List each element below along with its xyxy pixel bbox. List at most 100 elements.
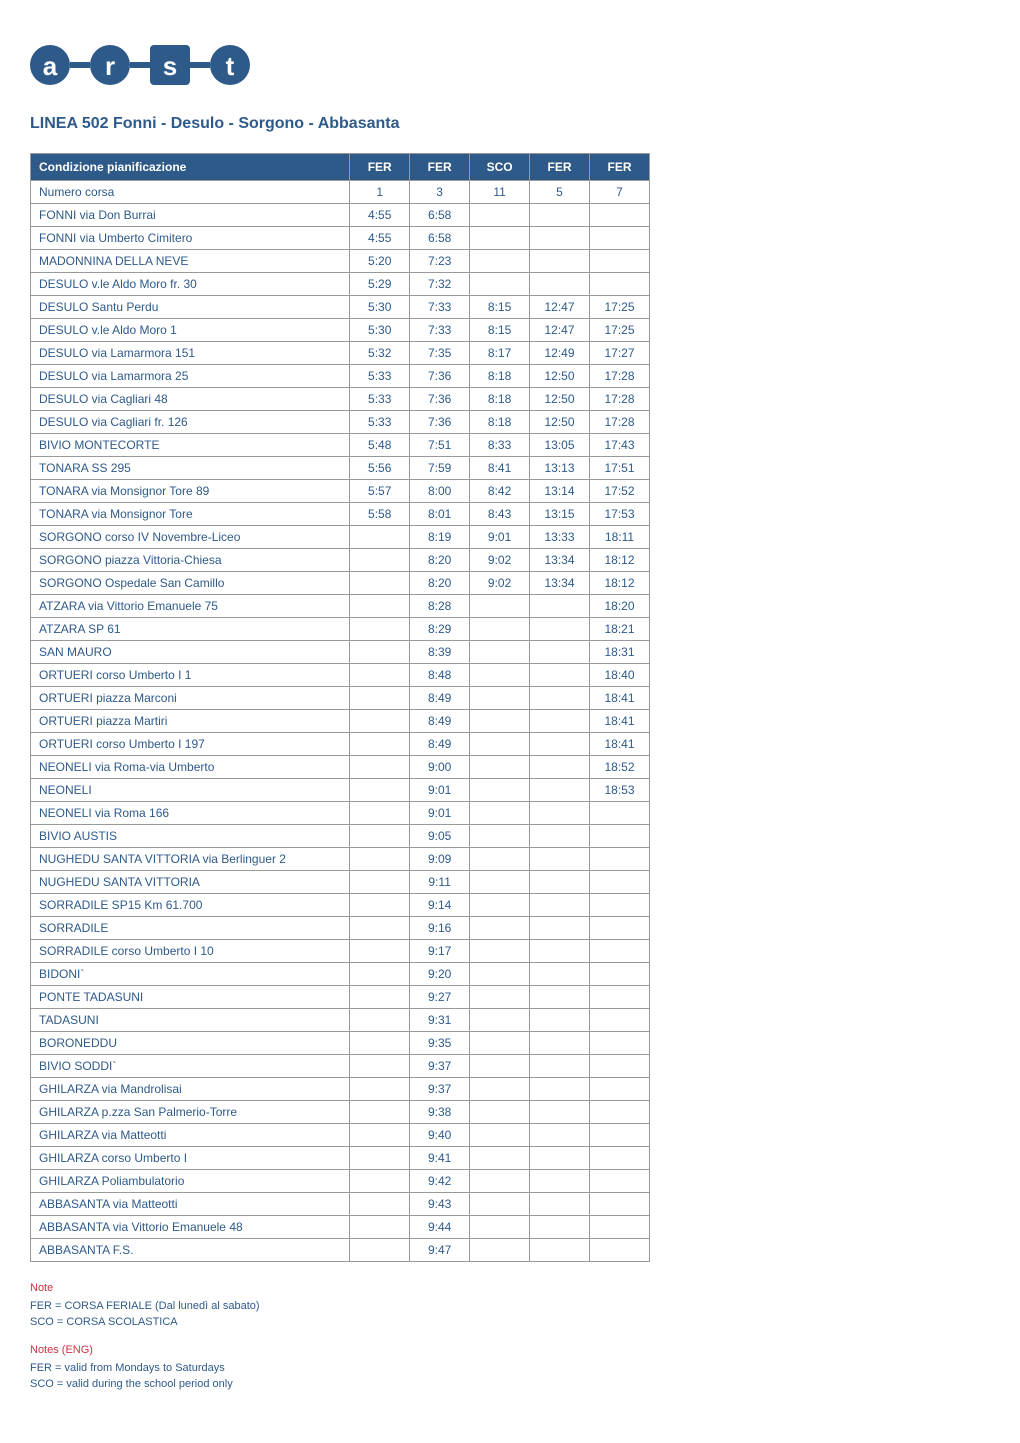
time-cell (350, 1009, 410, 1032)
time-cell: 12:47 (530, 319, 590, 342)
stop-name: DESULO via Cagliari 48 (31, 388, 350, 411)
time-cell (350, 1101, 410, 1124)
table-row: SAN MAURO8:3918:31 (31, 641, 650, 664)
time-cell (590, 1170, 650, 1193)
time-cell (590, 894, 650, 917)
table-row: ABBASANTA F.S.9:47 (31, 1239, 650, 1262)
stop-name: TONARA via Monsignor Tore (31, 503, 350, 526)
time-cell: 8:48 (410, 664, 470, 687)
time-cell: 12:49 (530, 342, 590, 365)
time-cell (350, 549, 410, 572)
svg-text:r: r (105, 51, 115, 81)
time-cell (470, 227, 530, 250)
time-cell (470, 1055, 530, 1078)
note-line: SCO = CORSA SCOLASTICA (30, 1316, 990, 1328)
table-row: FONNI via Don Burrai4:556:58 (31, 204, 650, 227)
stop-name: TONARA via Monsignor Tore 89 (31, 480, 350, 503)
time-cell (470, 641, 530, 664)
time-cell (350, 779, 410, 802)
table-row: GHILARZA corso Umberto I9:41 (31, 1147, 650, 1170)
time-cell: 8:39 (410, 641, 470, 664)
time-cell (530, 664, 590, 687)
time-cell (530, 250, 590, 273)
time-cell (530, 871, 590, 894)
table-row: MADONNINA DELLA NEVE5:207:23 (31, 250, 650, 273)
time-cell: 18:40 (590, 664, 650, 687)
stop-name: TONARA SS 295 (31, 457, 350, 480)
time-cell (590, 940, 650, 963)
svg-text:s: s (163, 51, 177, 81)
time-cell (530, 894, 590, 917)
time-cell (530, 595, 590, 618)
table-row: DESULO via Cagliari 485:337:368:1812:501… (31, 388, 650, 411)
time-cell (350, 940, 410, 963)
time-cell: 17:27 (590, 342, 650, 365)
numero-2: 3 (410, 181, 470, 204)
stop-name: SORRADILE corso Umberto I 10 (31, 940, 350, 963)
table-row: PONTE TADASUNI9:27 (31, 986, 650, 1009)
time-cell: 17:25 (590, 319, 650, 342)
stop-name: ABBASANTA F.S. (31, 1239, 350, 1262)
time-cell: 7:36 (410, 411, 470, 434)
time-cell (530, 710, 590, 733)
time-cell: 7:23 (410, 250, 470, 273)
table-row: TONARA via Monsignor Tore5:588:018:4313:… (31, 503, 650, 526)
table-row: SORRADILE corso Umberto I 109:17 (31, 940, 650, 963)
stop-name: GHILARZA p.zza San Palmerio-Torre (31, 1101, 350, 1124)
header-col-3: SCO (470, 154, 530, 181)
time-cell: 8:15 (470, 319, 530, 342)
time-cell (350, 526, 410, 549)
time-cell: 9:14 (410, 894, 470, 917)
stop-name: BIDONI` (31, 963, 350, 986)
time-cell: 17:51 (590, 457, 650, 480)
time-cell: 9:09 (410, 848, 470, 871)
arst-logo: a r s t (30, 40, 990, 95)
time-cell (350, 572, 410, 595)
time-cell (530, 1101, 590, 1124)
time-cell: 18:12 (590, 549, 650, 572)
time-cell: 12:50 (530, 365, 590, 388)
time-cell (530, 227, 590, 250)
table-row: BORONEDDU9:35 (31, 1032, 650, 1055)
time-cell (530, 825, 590, 848)
table-row: GHILARZA Poliambulatorio9:42 (31, 1170, 650, 1193)
stop-name: BIVIO SODDI` (31, 1055, 350, 1078)
table-row: DESULO v.le Aldo Moro 15:307:338:1512:47… (31, 319, 650, 342)
time-cell: 7:59 (410, 457, 470, 480)
time-cell: 5:33 (350, 388, 410, 411)
table-row: BIVIO SODDI`9:37 (31, 1055, 650, 1078)
time-cell (470, 595, 530, 618)
time-cell: 7:51 (410, 434, 470, 457)
time-cell: 9:20 (410, 963, 470, 986)
table-row: SORGONO Ospedale San Camillo8:209:0213:3… (31, 572, 650, 595)
time-cell: 8:43 (470, 503, 530, 526)
time-cell (590, 963, 650, 986)
time-cell: 6:58 (410, 204, 470, 227)
time-cell: 9:27 (410, 986, 470, 1009)
stop-name: BIVIO AUSTIS (31, 825, 350, 848)
time-cell (590, 1193, 650, 1216)
note-line: SCO = valid during the school period onl… (30, 1378, 990, 1390)
time-cell (470, 917, 530, 940)
stop-name: NEONELI via Roma 166 (31, 802, 350, 825)
note-line: FER = valid from Mondays to Saturdays (30, 1362, 990, 1374)
stop-name: FONNI via Umberto Cimitero (31, 227, 350, 250)
time-cell (350, 1216, 410, 1239)
stop-name: SORGONO corso IV Novembre-Liceo (31, 526, 350, 549)
time-cell: 9:37 (410, 1078, 470, 1101)
stop-name: GHILARZA Poliambulatorio (31, 1170, 350, 1193)
time-cell (470, 848, 530, 871)
time-cell (590, 871, 650, 894)
time-cell (470, 664, 530, 687)
time-cell: 9:16 (410, 917, 470, 940)
time-cell: 5:29 (350, 273, 410, 296)
table-row: BIVIO MONTECORTE5:487:518:3313:0517:43 (31, 434, 650, 457)
stop-name: NEONELI via Roma-via Umberto (31, 756, 350, 779)
table-row: TONARA via Monsignor Tore 895:578:008:42… (31, 480, 650, 503)
table-row: FONNI via Umberto Cimitero4:556:58 (31, 227, 650, 250)
stop-name: TADASUNI (31, 1009, 350, 1032)
time-cell: 9:02 (470, 549, 530, 572)
time-cell (590, 1009, 650, 1032)
table-row: DESULO v.le Aldo Moro fr. 305:297:32 (31, 273, 650, 296)
stop-name: SORGONO Ospedale San Camillo (31, 572, 350, 595)
